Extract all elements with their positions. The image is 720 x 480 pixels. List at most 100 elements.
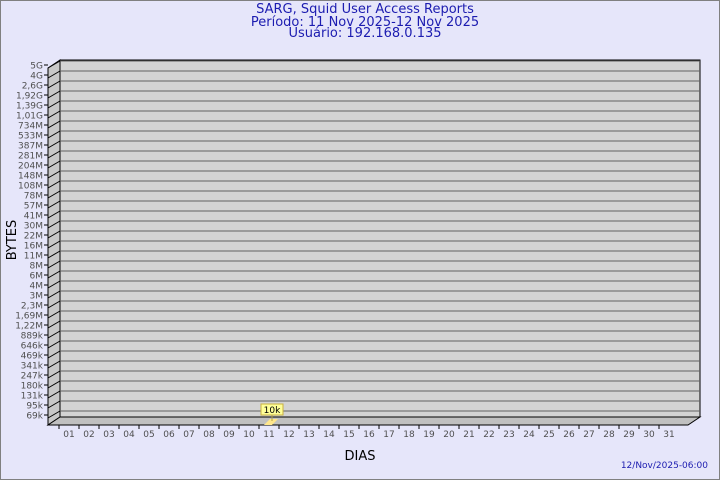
x-tick-label: 19	[423, 430, 435, 440]
wall-gridline	[47, 310, 61, 319]
wall-gridline	[47, 120, 61, 129]
x-axis-label: DIAS	[345, 449, 376, 464]
x-tick-label: 27	[583, 430, 594, 440]
x-tick-label: 02	[83, 430, 94, 440]
x-tick-label: 25	[543, 430, 554, 440]
y-tick-label: 180k	[21, 382, 44, 392]
wall-gridline	[47, 360, 61, 369]
y-tick-label: 1,39G	[16, 102, 43, 112]
data-label: 10k	[264, 406, 281, 416]
wall-gridline	[47, 320, 61, 329]
bar-day-11	[264, 419, 278, 425]
x-tick-label: 29	[623, 430, 635, 440]
y-tick-label: 469k	[21, 352, 44, 362]
x-tick-label: 20	[443, 430, 455, 440]
y-tick-label: 57M	[24, 202, 43, 212]
wall-gridline	[47, 400, 61, 409]
y-tick-label: 1,01G	[16, 112, 43, 122]
x-tick-label: 15	[343, 430, 354, 440]
wall-gridline	[47, 70, 61, 79]
y-tick-label: 69k	[26, 412, 43, 422]
y-tick-label: 11M	[24, 252, 43, 262]
x-tick-label: 03	[103, 430, 114, 440]
y-tick-label: 281M	[18, 152, 43, 162]
y-tick-label: 22M	[24, 232, 43, 242]
x-tick-label: 06	[163, 430, 175, 440]
x-tick-label: 23	[503, 430, 514, 440]
x-tick-label: 30	[643, 430, 655, 440]
x-tick-label: 22	[483, 430, 494, 440]
wall-gridline	[47, 100, 61, 109]
y-tick-label: 247k	[21, 372, 44, 382]
x-tick-label: 18	[403, 430, 415, 440]
y-tick-label: 148M	[18, 172, 43, 182]
chart-user: Usuário: 192.168.0.135	[288, 26, 442, 41]
wall-gridline	[47, 230, 61, 239]
y-tick-label: 16M	[24, 242, 43, 252]
y-tick-label: 131k	[21, 392, 44, 402]
wall-gridline	[47, 330, 61, 339]
plot-floor	[46, 416, 702, 426]
wall-gridline	[47, 150, 61, 159]
x-tick-label: 14	[323, 430, 335, 440]
y-tick-label: 1,69M	[15, 312, 43, 322]
data-label-box	[260, 403, 284, 416]
x-tick-label: 12	[283, 430, 294, 440]
y-tick-label: 95k	[26, 402, 43, 412]
wall-gridline	[47, 220, 61, 229]
wall-gridline	[47, 270, 61, 279]
wall-gridline	[47, 380, 61, 389]
report-date: 12/Nov/2025-06:00	[620, 461, 708, 471]
y-tick-label: 30M	[24, 222, 43, 232]
x-tick-label: 31	[663, 430, 674, 440]
wall-gridline	[47, 290, 61, 299]
x-tick-label: 28	[603, 430, 615, 440]
wall-gridline	[47, 80, 61, 89]
y-tick-label: 1,22M	[15, 322, 43, 332]
x-tick-label: 01	[63, 430, 74, 440]
wall-gridline	[47, 340, 61, 349]
wall-gridline	[47, 350, 61, 359]
y-tick-label: 2,3M	[21, 302, 43, 312]
x-tick-label: 05	[143, 430, 154, 440]
chart-period: Período: 11 Nov 2025-12 Nov 2025	[250, 15, 480, 30]
wall-gridline	[47, 200, 61, 209]
x-tick-label: 10	[243, 430, 255, 440]
wall-gridline	[47, 190, 61, 199]
y-tick-label: 889k	[21, 332, 44, 342]
y-tick-label: 6M	[30, 272, 44, 282]
y-tick-label: 387M	[18, 142, 43, 152]
y-tick-label: 78M	[24, 192, 43, 202]
y-tick-label: 5G	[30, 62, 43, 72]
y-tick-label: 734M	[18, 122, 43, 132]
wall-gridline	[47, 260, 61, 269]
x-tick-label: 26	[563, 430, 575, 440]
y-tick-label: 4G	[30, 72, 43, 82]
y-tick-label: 1,92G	[16, 92, 43, 102]
x-tick-label: 17	[383, 430, 394, 440]
wall-gridline	[47, 140, 61, 149]
y-tick-label: 8M	[30, 262, 44, 272]
wall-gridline	[47, 130, 61, 139]
y-tick-label: 2,6G	[22, 82, 43, 92]
wall-gridline	[47, 240, 61, 249]
x-tick-label: 24	[523, 430, 535, 440]
plot-back-wall	[59, 59, 701, 418]
wall-gridline	[47, 170, 61, 179]
x-tick-label: 08	[203, 430, 215, 440]
x-tick-label: 09	[223, 430, 235, 440]
y-axis-label: BYTES	[5, 220, 20, 261]
y-tick-label: 41M	[24, 212, 43, 222]
wall-gridline	[47, 280, 61, 289]
y-tick-label: 3M	[30, 292, 44, 302]
y-tick-label: 4M	[30, 282, 44, 292]
wall-gridline	[47, 250, 61, 259]
wall-gridline	[47, 60, 61, 69]
x-tick-label: 11	[263, 430, 274, 440]
y-tick-label: 646k	[21, 342, 44, 352]
y-tick-label: 108M	[18, 182, 43, 192]
wall-gridline	[47, 300, 61, 309]
y-tick-label: 204M	[18, 162, 43, 172]
y-tick-label: 533M	[18, 132, 43, 142]
